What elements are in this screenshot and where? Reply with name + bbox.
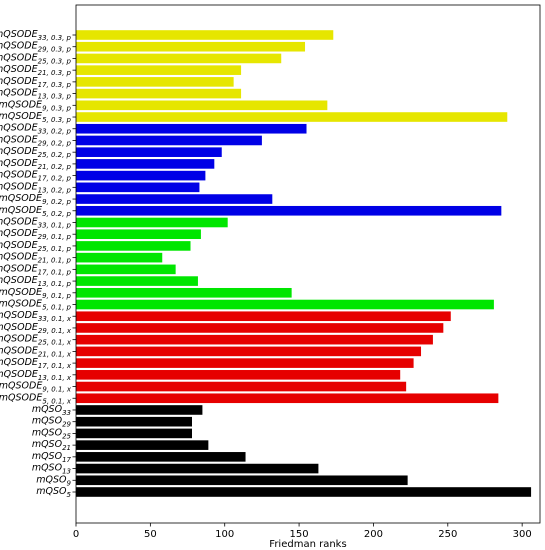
x-tick-label: 200 (364, 529, 383, 540)
category-label: mQSO21 (32, 439, 71, 452)
bar (76, 323, 444, 333)
bar (76, 370, 401, 380)
bar (76, 452, 246, 462)
bar (76, 487, 532, 497)
bar (76, 381, 407, 392)
bar (76, 440, 209, 450)
x-tick-label: 250 (438, 529, 457, 540)
category-label: mQSODE21, 0.3, p (0, 64, 72, 77)
category-label: mQSODE17, 0.3, p (0, 76, 72, 89)
bar (76, 405, 203, 415)
bar (76, 229, 201, 240)
x-axis-title: Friedman ranks (269, 539, 346, 550)
category-label: mQSODE13, 0.3, p (0, 88, 72, 101)
category-label: mQSODE13, 0.1, x (0, 369, 72, 382)
category-label: mQSODE33, 0.1, p (0, 216, 72, 229)
bar (76, 358, 414, 368)
bar (76, 276, 198, 286)
x-tick-label: 100 (215, 529, 234, 540)
bar (76, 334, 433, 345)
bar (76, 135, 262, 146)
category-label: mQSO13 (32, 463, 71, 476)
x-tick-label: 150 (290, 529, 309, 540)
category-label: mQSODE33, 0.1, x (0, 310, 72, 323)
bar (76, 299, 494, 310)
bar (76, 88, 242, 99)
plot-frame (75, 4, 541, 524)
category-label: mQSODE17, 0.1, x (0, 357, 72, 370)
category-label: mQSO29 (32, 416, 72, 429)
category-label: mQSODE13, 0.1, p (0, 275, 72, 288)
bar (76, 428, 192, 439)
bar (76, 252, 163, 263)
category-label: mQSODE25, 0.1, x (0, 334, 72, 347)
category-label: mQSODE5, 0.3, p (0, 111, 72, 124)
bar (76, 416, 192, 427)
category-label: mQSODE21, 0.2, p (0, 158, 72, 171)
category-label: mQSODE9, 0.1, x (0, 381, 72, 394)
x-tick-label: 300 (513, 529, 532, 540)
bar (76, 241, 191, 251)
bar (76, 30, 334, 40)
category-label: mQSODE13, 0.2, p (0, 181, 72, 194)
category-label: mQSODE29, 0.2, p (0, 134, 72, 147)
bar (76, 205, 502, 216)
category-label: mQSODE9, 0.1, p (0, 287, 72, 300)
bar (76, 217, 228, 228)
bar (76, 475, 408, 486)
category-label: mQSO5 (36, 486, 71, 499)
bar (76, 346, 422, 357)
category-label: mQSODE29, 0.3, p (0, 41, 72, 54)
category-label: mQSO9 (36, 474, 71, 487)
category-label: mQSODE21, 0.1, x (0, 345, 72, 358)
bar (76, 287, 292, 298)
category-label: mQSODE21, 0.1, p (0, 252, 72, 265)
x-tick-label: 50 (144, 529, 157, 540)
bar (76, 123, 307, 134)
category-label: mQSODE29, 0.1, p (0, 228, 72, 241)
category-label: mQSODE5, 0.1, x (0, 392, 72, 405)
category-label: mQSODE29, 0.1, x (0, 322, 72, 335)
bar (76, 182, 200, 193)
category-label: mQSO25 (32, 427, 72, 440)
category-label: mQSODE33, 0.2, p (0, 123, 72, 136)
category-label: mQSODE5, 0.1, p (0, 299, 72, 312)
category-label: mQSO33 (32, 404, 71, 417)
category-label: mQSODE33, 0.3, p (0, 29, 72, 42)
category-label: mQSODE25, 0.3, p (0, 52, 72, 65)
x-axis: 0 50 100 150 200 250 300 (73, 523, 532, 540)
bar (76, 53, 282, 64)
bar (76, 147, 222, 157)
bar (76, 65, 242, 75)
category-labels: mQSODE33, 0.3, pmQSODE29, 0.3, pmQSODE25… (0, 29, 76, 499)
category-label: mQSODE5, 0.2, p (0, 205, 72, 218)
bars-group (76, 30, 532, 497)
x-tick-label: 0 (73, 529, 79, 540)
bar (76, 463, 319, 474)
category-label: mQSODE9, 0.3, p (0, 99, 72, 112)
category-label: mQSODE25, 0.2, p (0, 146, 72, 159)
category-label: mQSODE9, 0.2, p (0, 193, 72, 206)
category-label: mQSODE17, 0.2, p (0, 170, 72, 183)
bar (76, 112, 508, 122)
bar (76, 264, 176, 275)
bar (76, 77, 234, 87)
category-label: mQSO17 (32, 451, 72, 464)
category-label: mQSODE17, 0.1, p (0, 263, 72, 276)
bar (76, 41, 306, 52)
category-label: mQSODE25, 0.1, p (0, 240, 72, 253)
bar (76, 393, 499, 404)
bar (76, 170, 206, 181)
bar (76, 159, 215, 169)
bar (76, 194, 273, 204)
bar (76, 311, 451, 322)
bar (76, 100, 328, 111)
